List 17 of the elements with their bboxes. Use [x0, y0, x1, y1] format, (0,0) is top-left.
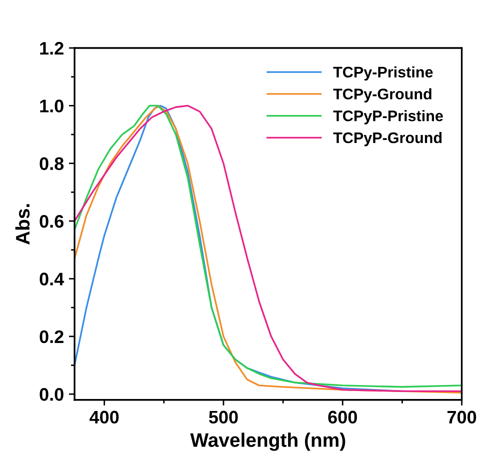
legend-label: TCPyP-Ground [333, 132, 442, 146]
y-tick-label: 0.2 [40, 330, 64, 344]
y-tick-label: 1.2 [40, 42, 64, 55]
legend-label: TCPyP-Pristine [333, 110, 443, 124]
x-tick-label: 400 [90, 410, 119, 424]
y-tick-label: 0.6 [40, 214, 64, 228]
x-tick-label: 500 [208, 410, 238, 424]
y-tick-label: 0.0 [40, 388, 64, 401]
y-tick-label: 0.4 [40, 272, 64, 286]
x-tick-label: 700 [447, 410, 476, 424]
legend-label: TCPy-Ground [333, 88, 432, 102]
x-axis-title: Wavelength (nm) [190, 432, 346, 451]
y-axis-title: Abs. [15, 204, 30, 245]
y-tick-label: 0.8 [40, 157, 64, 170]
x-tick-label: 600 [328, 410, 357, 424]
legend-label: TCPy-Pristine [333, 66, 433, 81]
y-tick-label: 1.0 [40, 100, 64, 112]
